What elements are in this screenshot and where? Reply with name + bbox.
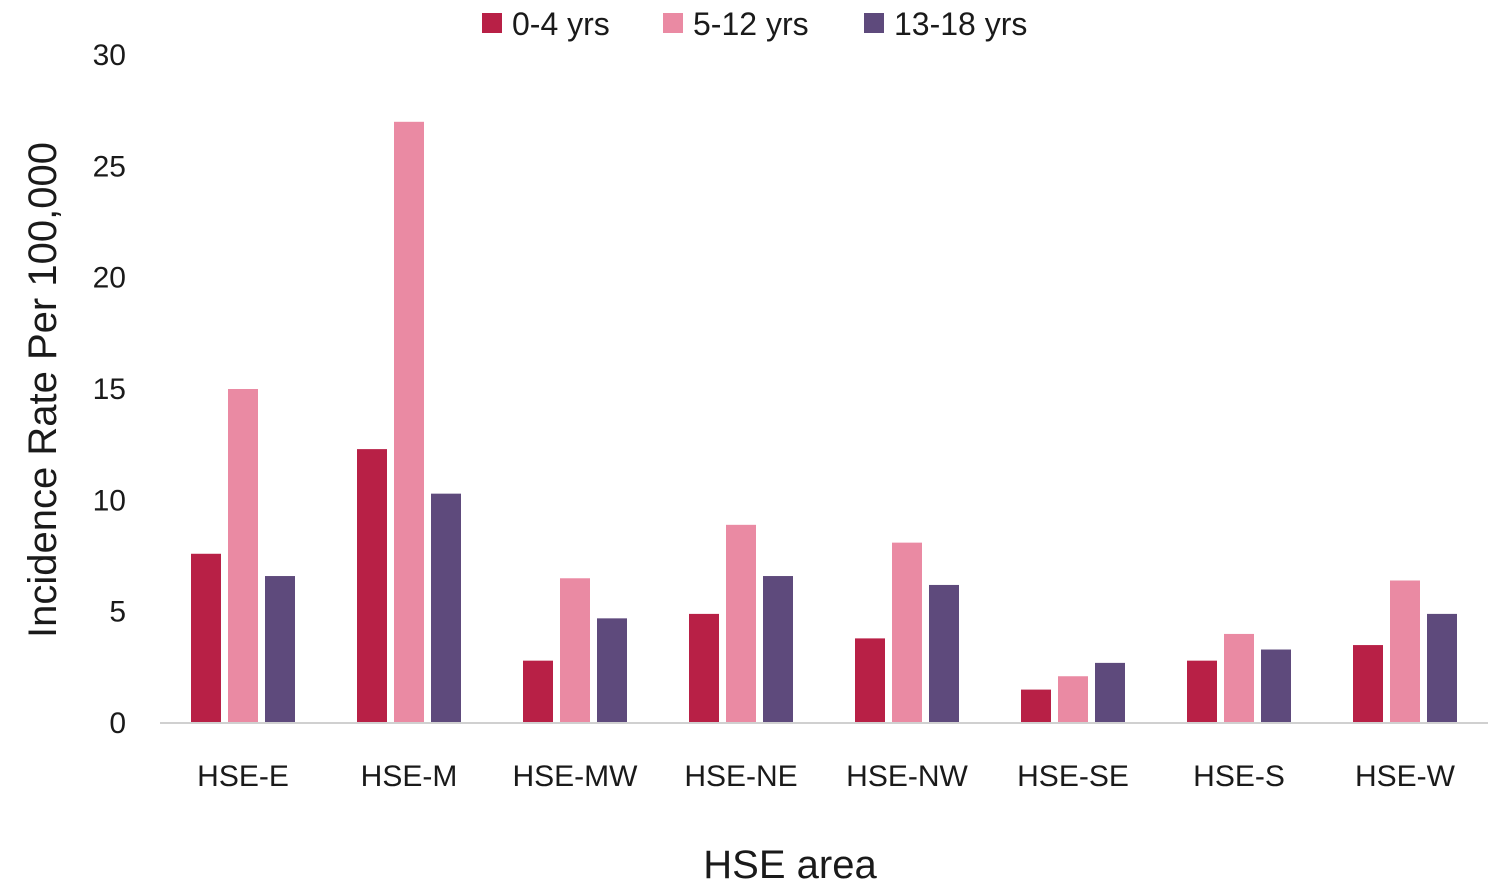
bar <box>1095 662 1125 723</box>
x-tick-label: HSE-MW <box>513 760 639 793</box>
bar <box>1224 633 1254 723</box>
bar <box>689 613 719 723</box>
y-tick-label: 0 <box>109 707 126 740</box>
y-tick-label: 20 <box>93 262 126 295</box>
y-tick-label: 15 <box>93 373 126 406</box>
x-axis-categories: HSE-E HSE-M HSE-MW HSE-NE HSE-NW HSE-SE HSE-S H… <box>197 760 1456 793</box>
y-tick-label: 25 <box>93 150 126 183</box>
y-tick-label: 30 <box>93 39 126 72</box>
bar <box>1058 676 1088 723</box>
bar <box>265 576 295 723</box>
x-tick-label: HSE-W <box>1355 760 1456 793</box>
legend-swatch <box>482 13 502 33</box>
x-axis-title: HSE area <box>703 843 877 887</box>
x-tick-label: HSE-E <box>197 760 289 793</box>
bar <box>228 389 258 723</box>
bar <box>523 660 553 723</box>
legend: 0-4 yrs 5-12 yrs 13-18 yrs <box>482 6 1027 42</box>
bar <box>855 638 885 723</box>
legend-label: 5-12 yrs <box>693 6 809 42</box>
bar <box>1021 689 1051 723</box>
bar <box>394 121 424 724</box>
bar <box>1261 649 1291 723</box>
y-tick-label: 5 <box>109 596 126 629</box>
bar <box>191 553 221 723</box>
x-tick-label: HSE-S <box>1193 760 1285 793</box>
bar <box>763 576 793 723</box>
y-tick-label: 10 <box>93 484 126 517</box>
legend-label: 0-4 yrs <box>512 6 610 42</box>
bar <box>929 584 959 723</box>
bar <box>1427 613 1457 723</box>
y-axis-ticks: 0 5 10 15 20 25 30 <box>93 39 126 740</box>
legend-swatch <box>663 13 683 33</box>
bar <box>1353 645 1383 723</box>
x-tick-label: HSE-SE <box>1017 760 1129 793</box>
legend-swatch <box>864 13 884 33</box>
x-tick-label: HSE-M <box>361 760 458 793</box>
bar <box>1187 660 1217 723</box>
y-axis-title: Incidence Rate Per 100,000 <box>21 142 65 638</box>
bar <box>560 578 590 723</box>
bar <box>726 524 756 723</box>
x-tick-label: HSE-NW <box>846 760 968 793</box>
bar <box>597 618 627 723</box>
legend-label: 13-18 yrs <box>894 6 1027 42</box>
bar <box>431 493 461 723</box>
x-tick-label: HSE-NE <box>684 760 797 793</box>
bar <box>1390 580 1420 723</box>
bar <box>892 542 922 723</box>
bar <box>357 449 387 723</box>
bars <box>191 121 1457 724</box>
